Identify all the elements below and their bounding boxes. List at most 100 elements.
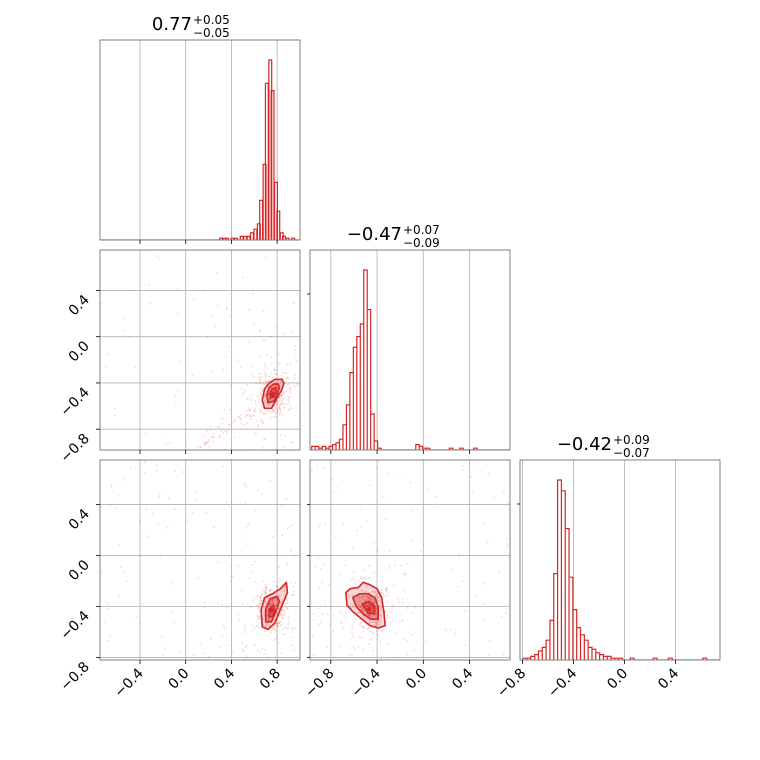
sample-point <box>209 638 212 641</box>
sample-point <box>256 595 259 597</box>
sample-point <box>273 628 275 631</box>
sample-point <box>387 503 390 505</box>
sample-point <box>286 602 289 604</box>
panel-plot-area <box>100 40 300 240</box>
sample-point <box>257 489 260 492</box>
sample-point <box>266 601 269 603</box>
sample-point <box>166 526 169 529</box>
sample-point <box>257 618 260 621</box>
sample-point <box>380 588 383 591</box>
sample-point <box>258 605 260 608</box>
sample-point <box>288 621 291 624</box>
sample-point <box>287 383 290 386</box>
sample-point <box>257 616 260 619</box>
sample-point <box>269 589 271 591</box>
sample-point <box>271 602 274 605</box>
sample-point <box>259 382 261 385</box>
sample-point <box>381 628 384 631</box>
sample-point <box>275 623 278 625</box>
sample-point <box>262 339 265 342</box>
x-tick-label: −0.8 <box>302 666 337 701</box>
sample-point <box>357 603 360 606</box>
sample-point <box>293 553 296 556</box>
sample-point <box>253 598 255 601</box>
sample-point <box>312 654 315 657</box>
sample-point <box>109 504 112 507</box>
sample-point <box>351 606 354 608</box>
sample-point <box>284 585 287 588</box>
sample-point <box>279 408 282 411</box>
sample-point <box>264 586 267 589</box>
sample-point <box>283 609 286 612</box>
sample-point <box>351 578 354 580</box>
sample-point <box>263 401 266 404</box>
sample-point <box>155 464 158 467</box>
sample-point <box>244 646 247 649</box>
panel-1-1 <box>309 249 511 451</box>
sample-point <box>475 595 477 598</box>
sample-point <box>196 445 199 447</box>
sample-point <box>268 605 271 607</box>
sample-point <box>312 612 315 615</box>
sample-point <box>268 398 270 401</box>
sample-point <box>174 394 176 397</box>
sample-point <box>270 603 273 606</box>
sample-point <box>285 372 288 375</box>
sample-point <box>364 578 367 581</box>
sample-point <box>273 597 276 600</box>
sample-point <box>275 585 278 588</box>
sample-point <box>165 443 168 445</box>
sample-point <box>273 385 276 388</box>
sample-cloud <box>100 255 309 450</box>
sample-point <box>286 608 289 610</box>
sample-point <box>342 523 345 526</box>
histogram-title-value: −0.47 <box>347 224 402 245</box>
sample-point <box>307 399 309 401</box>
sample-point <box>358 580 361 583</box>
sample-point <box>241 603 244 606</box>
sample-point <box>267 393 270 396</box>
sample-point <box>351 635 354 638</box>
sample-point <box>265 622 267 625</box>
sample-point <box>376 596 379 599</box>
histogram-title-plus: +0.07 <box>403 223 440 237</box>
sample-point <box>268 624 271 627</box>
sample-point <box>493 496 496 499</box>
sample-point <box>366 596 369 598</box>
sample-point <box>263 614 266 617</box>
sample-point <box>137 575 140 577</box>
sample-point <box>277 386 279 389</box>
sample-point <box>272 580 275 583</box>
sample-point <box>278 400 281 403</box>
sample-point <box>401 620 404 623</box>
sample-point <box>262 420 265 423</box>
sample-point <box>289 392 292 394</box>
sample-point <box>263 370 266 373</box>
sample-point <box>383 628 385 631</box>
sample-point <box>286 561 289 564</box>
histogram-1 <box>310 269 510 450</box>
sample-point <box>241 642 244 645</box>
sample-point <box>177 287 180 290</box>
sample-point <box>237 565 240 567</box>
x-tick-label: 0.4 <box>655 665 682 692</box>
sample-point <box>206 336 209 338</box>
sample-point <box>352 594 355 597</box>
sample-point <box>374 619 377 622</box>
sample-point <box>279 419 281 422</box>
sample-point <box>268 602 271 605</box>
sample-point <box>258 597 261 599</box>
sample-point <box>279 404 281 407</box>
sample-point <box>278 397 281 400</box>
sample-point <box>264 394 267 397</box>
sample-point <box>369 598 372 601</box>
sample-point <box>486 541 489 544</box>
sample-point <box>289 549 292 552</box>
sample-point <box>275 401 278 404</box>
sample-point <box>361 668 363 670</box>
sample-point <box>383 595 386 597</box>
sample-point <box>293 586 295 588</box>
sample-point <box>125 580 128 583</box>
sample-point <box>373 624 376 626</box>
sample-point <box>264 584 266 587</box>
